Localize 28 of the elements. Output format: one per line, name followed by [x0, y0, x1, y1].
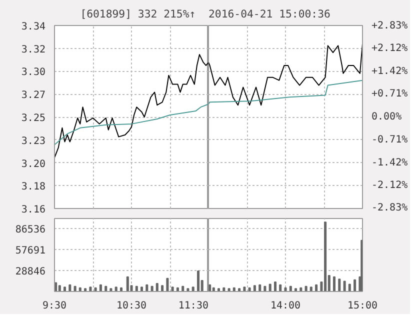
x-tick-label: 10:30 — [116, 300, 147, 312]
y-tick-label: 3.32 — [21, 44, 46, 56]
text: -0.71% — [372, 134, 408, 146]
x-tick-label: 11:30 — [178, 300, 209, 312]
chart-title: [601899] 332 215%↑ — [80, 8, 196, 20]
text: +1.42% — [372, 66, 408, 77]
y-tick-label: 3.18 — [21, 182, 46, 193]
text: -1.42% — [372, 157, 408, 168]
y-tick-label: 3.16 — [21, 204, 46, 216]
y-tick-label: 3.25 — [21, 113, 46, 124]
text: -2.83% — [372, 202, 408, 214]
text: +2.83% — [372, 20, 408, 32]
x-tick-label: 14:00 — [270, 300, 301, 312]
y-tick-label: 3.20 — [21, 158, 46, 170]
y-tick-label: 3.30 — [21, 67, 46, 78]
y-tick-label: 86536 — [15, 224, 46, 236]
text: +0.71% — [372, 88, 408, 100]
x-tick-label: 9:30 — [42, 300, 67, 312]
y-tick-label: 3.23 — [21, 136, 46, 147]
chart-title: 2016-04-21 15:00:36 — [208, 8, 330, 20]
x-tick-label: 15:00 — [347, 300, 378, 312]
text: -2.12% — [372, 180, 408, 191]
text: +2.12% — [372, 43, 408, 54]
text: 0.00% — [372, 112, 402, 122]
y-tick-label: 57691 — [15, 245, 46, 256]
y-tick-label: 3.27 — [21, 90, 46, 102]
y-tick-label: 3.34 — [21, 22, 46, 32]
y-tick-label: 28846 — [15, 266, 46, 278]
